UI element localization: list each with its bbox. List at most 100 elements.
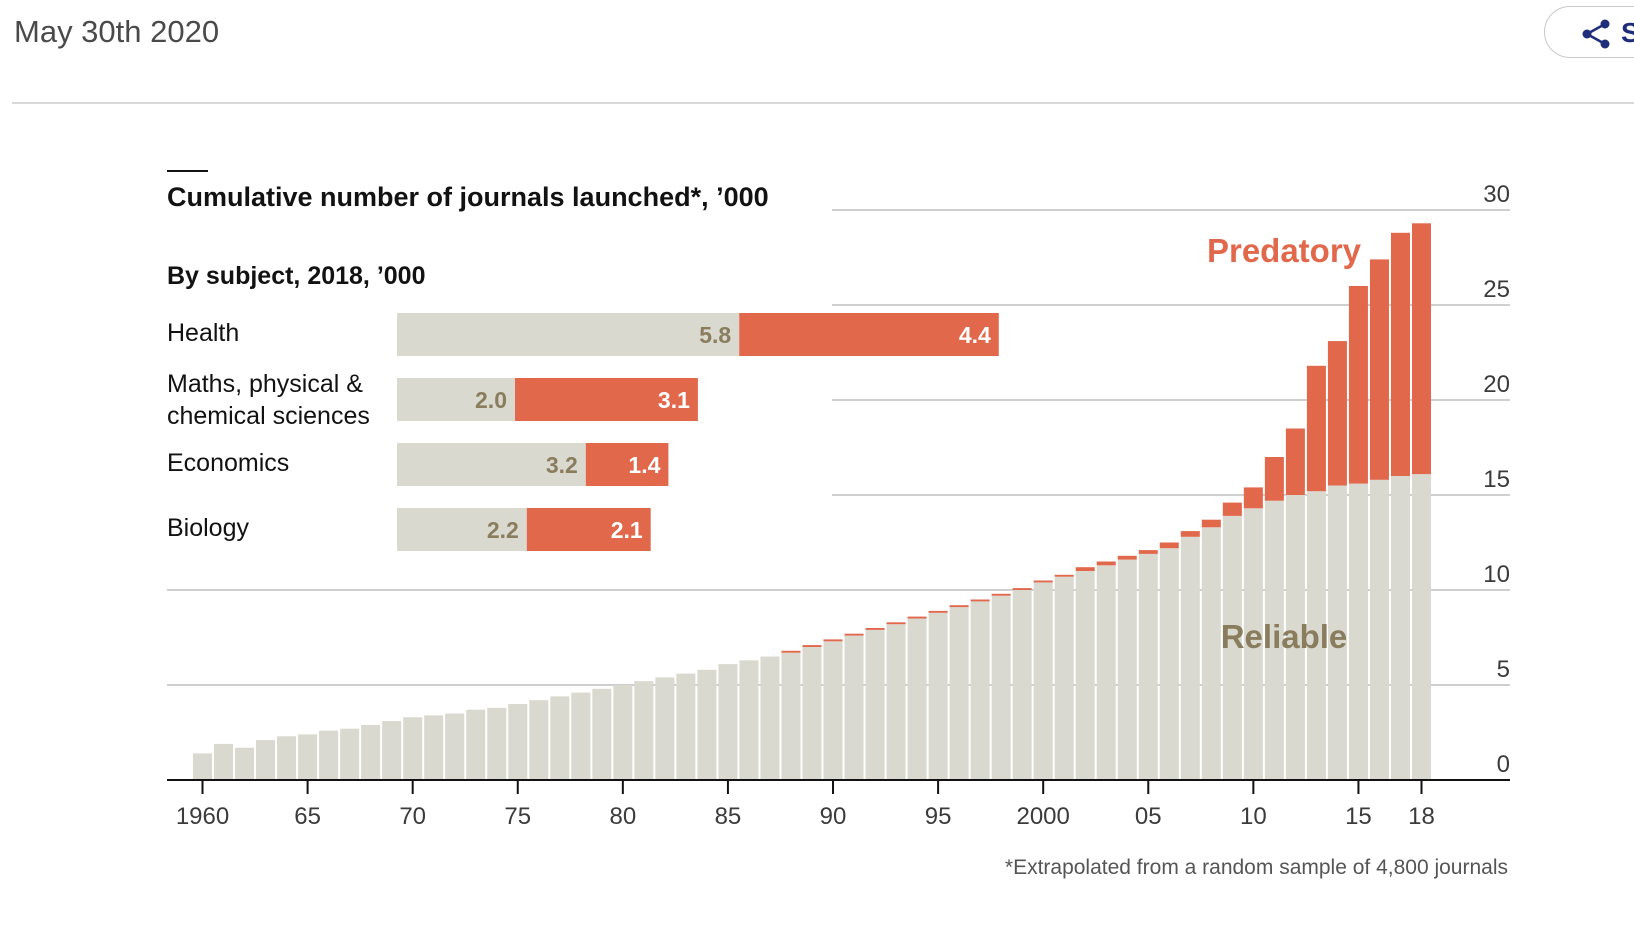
bar-reliable-1964 [277,736,297,780]
bar-predatory-1990 [823,639,843,642]
inset-bar-reliable [397,443,586,486]
bar-reliable-1985 [718,664,738,780]
bar-reliable-2011 [1264,500,1284,780]
inset-value-predatory: 1.4 [628,452,660,478]
bar-predatory-1996 [949,605,969,608]
subject-label: Economics [167,449,289,477]
bar-predatory-2007 [1180,531,1200,537]
inset-value-predatory: 4.4 [959,322,991,348]
x-tick-label: 10 [1240,803,1267,830]
bar-reliable-1970 [403,717,423,780]
bar-reliable-1995 [928,612,948,780]
bar-reliable-1986 [739,660,759,780]
bar-predatory-1993 [886,622,906,625]
bar-reliable-1984 [697,669,717,780]
bar-predatory-1992 [865,628,885,630]
bar-predatory-1997 [970,599,990,602]
bar-predatory-1988 [781,650,801,653]
bar-reliable-2001 [1054,576,1074,780]
header-divider [12,102,1634,104]
bar-predatory-2011 [1264,457,1284,501]
bar-reliable-2006 [1159,548,1179,780]
bar-reliable-2007 [1180,536,1200,780]
inset-bar-predatory [739,313,999,356]
bar-reliable-1983 [676,673,696,780]
x-tick-label: 95 [925,803,952,830]
inset-bar-predatory [515,378,698,421]
bar-reliable-1979 [592,688,612,780]
bar-predatory-2010 [1243,487,1263,509]
bar-reliable-2002 [1075,571,1095,780]
bar-reliable-1976 [529,700,549,780]
bar-predatory-2003 [1096,561,1116,566]
subject-label: Maths, physical & chemical sciences [167,370,370,430]
bar-predatory-1995 [928,610,948,613]
bar-reliable-2004 [1117,559,1137,780]
x-tick-label: 70 [399,803,426,830]
share-button[interactable]: S [1544,6,1634,58]
reliable-series-label: Reliable [1221,618,1348,655]
bar-reliable-2009 [1222,515,1242,780]
bar-reliable-2018 [1411,474,1431,780]
x-tick-label: 18 [1408,803,1435,830]
bar-reliable-2013 [1306,491,1326,780]
bar-reliable-2014 [1327,485,1347,780]
bar-reliable-1999 [1012,590,1032,780]
bar-predatory-2000 [1033,580,1053,583]
bar-reliable-1994 [907,618,927,780]
y-tick-label: 25 [1483,276,1510,303]
bar-reliable-1974 [487,707,507,780]
bar-predatory-2008 [1201,519,1221,528]
bar-predatory-2012 [1285,428,1305,495]
bar-reliable-1978 [571,692,591,780]
predatory-series-label: Predatory [1207,232,1362,269]
title-rule [167,170,208,172]
x-tick-label: 2000 [1016,803,1069,830]
y-tick-label: 10 [1483,561,1510,588]
bar-predatory-2013 [1306,365,1326,492]
bar-predatory-2006 [1159,542,1179,549]
bar-reliable-2003 [1096,565,1116,780]
bar-reliable-1960 [193,753,213,780]
x-tick-label: 75 [504,803,531,830]
bar-reliable-1973 [466,709,486,780]
bar-reliable-1975 [508,704,528,780]
x-axis: 1960 65 70 75 80 85 90 95 2000 05 10 15 18 [167,779,1510,830]
inset-bar-reliable [397,313,740,356]
bar-reliable-1988 [781,652,801,780]
inset-value-reliable: 2.0 [475,387,507,413]
y-tick-label: 0 [1497,751,1510,778]
inset-bar-predatory [526,508,651,551]
bar-predatory-2016 [1369,259,1389,480]
bar-reliable-2010 [1243,508,1263,780]
subject-label-line: Health [167,319,239,347]
inset-bar-reliable [397,508,527,551]
bar-predatory-2004 [1117,555,1137,560]
bar-reliable-2017 [1390,476,1410,780]
share-icon [1582,19,1610,49]
subject-label-line: Economics [167,449,289,477]
bar-reliable-1963 [256,740,276,780]
bar-predatory-2015 [1348,286,1368,484]
article-date: May 30th 2020 [14,14,220,49]
bar-reliable-1961 [214,743,234,780]
inset-value-predatory: 2.1 [611,517,643,543]
y-tick-label: 5 [1497,656,1510,683]
bar-predatory-2009 [1222,502,1242,516]
footnote: *Extrapolated from a random sample of 4,… [1005,856,1508,879]
x-tick-label: 65 [294,803,321,830]
inset-bar-predatory [585,443,669,486]
bar-reliable-1972 [445,713,465,780]
x-tick-label: 15 [1345,803,1372,830]
subject-inset: Health 5.8 4.4 Maths, physical & chemical sc… [167,313,999,551]
bar-reliable-1971 [424,715,444,780]
bar-reliable-1989 [802,647,822,780]
chart-title: Cumulative number of journals launched*,… [167,182,769,212]
bar-predatory-1994 [907,616,927,619]
bar-predatory-1991 [844,633,864,636]
share-label: S [1621,17,1634,48]
y-tick-label: 15 [1483,466,1510,493]
bar-reliable-1992 [865,629,885,780]
inset-title: By subject, 2018, ’000 [167,262,425,290]
inset-value-predatory: 3.1 [658,387,690,413]
